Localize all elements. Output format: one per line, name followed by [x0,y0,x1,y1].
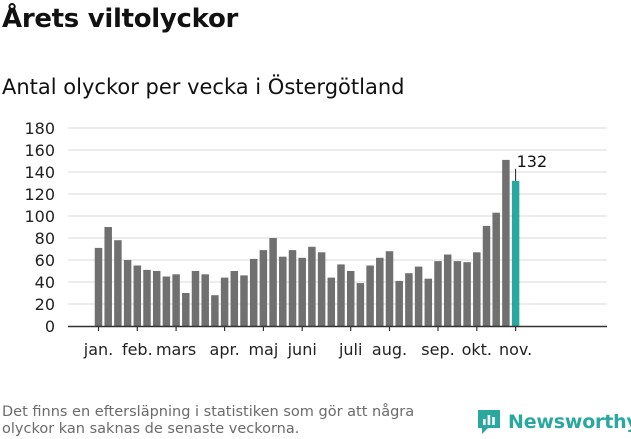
bar [279,256,287,326]
bar [346,271,355,326]
bar [473,252,481,326]
bar [434,261,442,326]
annotations: 132 [515,152,548,181]
x-tick-label: sep. [421,340,454,359]
x-tick-label: juli [338,340,362,359]
x-tick-label: nov. [499,340,532,359]
bar [424,278,433,326]
y-tick-label: 80 [35,229,55,248]
bar [123,260,132,326]
bar [327,277,336,326]
x-tick-label: mars [156,340,196,359]
chart-title: Årets viltolyckor [2,4,239,34]
bar [482,225,491,326]
bar [201,274,209,326]
bar [182,293,190,326]
y-tick-label: 120 [24,185,55,204]
x-tick-label: feb. [122,340,153,359]
bar [298,257,306,326]
y-tick-label: 160 [24,141,55,160]
y-tick-label: 180 [24,119,55,138]
bar [337,264,345,326]
bars [94,159,520,326]
x-tick-label: apr. [210,340,240,359]
bar [211,295,219,326]
bar [191,271,200,326]
bar [143,269,151,326]
bar [376,257,384,326]
bar [414,266,423,326]
bar [220,277,229,326]
bar [230,271,239,326]
y-axis-ticks: 0 20 40 60 80 100 120 140 160 180 [24,119,55,336]
footnote: Det finns en eftersläpning i statistiken… [2,404,415,437]
bar [308,246,316,326]
bar-highlight [511,180,520,326]
x-tick-label: juni [287,340,317,359]
bar [269,238,277,326]
bar [405,273,413,326]
y-tick-label: 20 [35,295,55,314]
x-tick-label: jan. [83,340,113,359]
bar [356,283,365,326]
bar [249,258,258,326]
y-tick-label: 40 [35,273,55,292]
bar [172,274,180,326]
bar [385,251,394,326]
brand-logo: Newsworthy [476,407,631,437]
bar [162,276,171,326]
bar [152,271,161,326]
bar [443,254,452,326]
bar [104,227,112,326]
bar [395,280,403,326]
x-tick-label: maj [248,340,278,359]
y-tick-label: 0 [45,317,55,336]
bar [94,247,103,326]
x-tick-label: okt. [462,340,492,359]
chart-subtitle: Antal olyckor per vecka i Östergötland [2,75,405,99]
bar [453,261,462,326]
y-tick-label: 60 [35,251,55,270]
x-axis: jan. feb. mars apr. maj juni juli aug. sep. okt. n… [68,325,607,359]
bar [463,262,471,326]
bar [492,212,500,326]
brand-name: Newsworthy [508,411,631,433]
y-tick-label: 140 [24,163,55,182]
bar [502,159,510,326]
bar [288,250,297,326]
data-label: 132 [517,152,548,171]
bar [317,252,326,326]
bar [366,265,374,326]
bar [114,240,122,326]
bar [240,275,248,326]
bar [259,250,268,326]
y-tick-label: 100 [24,207,55,226]
x-tick-label: aug. [372,340,407,359]
newsworthy-logo-icon [478,410,500,434]
bar [133,265,142,326]
bar-chart: 0 20 40 60 80 100 120 140 160 180 jan. feb. mars apr… [24,119,607,359]
